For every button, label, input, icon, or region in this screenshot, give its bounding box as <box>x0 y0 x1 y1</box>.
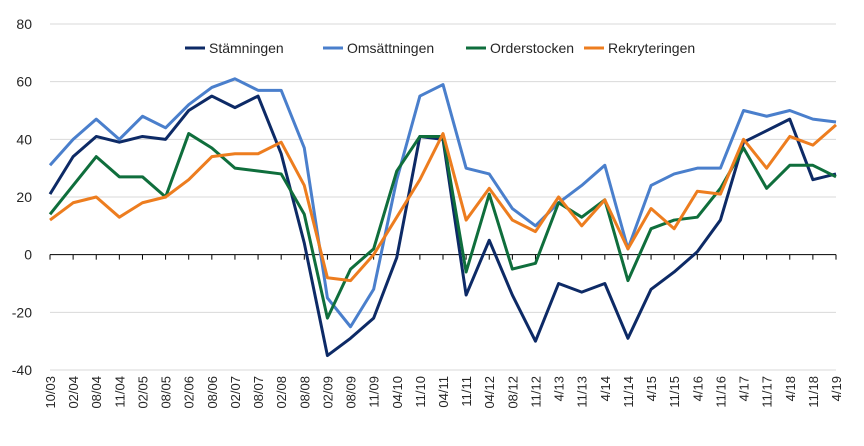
x-tick-label: 08/12 <box>505 376 520 409</box>
series-line-rekryteringen <box>49 123 837 283</box>
legend-label: Orderstocken <box>490 40 574 56</box>
x-tick-label: 08/04 <box>89 376 104 409</box>
x-tick-label: 11/16 <box>713 376 728 408</box>
x-tick-label: 4/14 <box>598 376 613 401</box>
y-tick-label: 0 <box>24 247 32 263</box>
x-tick-label: 4/18 <box>783 376 798 401</box>
x-tick-label: 02/05 <box>135 376 150 409</box>
x-tick-label: 11/09 <box>367 376 382 408</box>
x-tick-label: 08/09 <box>344 376 359 409</box>
x-tick-label: 4/15 <box>644 376 659 401</box>
x-tick-label: 08/05 <box>159 376 174 409</box>
x-tick-label: 02/04 <box>66 376 81 409</box>
y-tick-label: 40 <box>16 131 32 147</box>
x-tick-label: 04/12 <box>482 376 497 409</box>
legend-label: Stämningen <box>209 40 284 56</box>
x-tick-label: 02/08 <box>274 376 289 409</box>
x-tick-label: 08/07 <box>251 376 266 409</box>
y-tick-label: -20 <box>12 304 32 320</box>
y-tick-label: 60 <box>16 74 32 90</box>
x-tick-label: 04/11 <box>436 376 451 408</box>
x-tick-label: 04/10 <box>390 376 405 409</box>
x-tick-label: 4/19 <box>829 376 844 401</box>
series-line-omsättningen <box>48 77 837 329</box>
x-tick-label: 11/04 <box>112 376 127 408</box>
x-tick-label: 08/08 <box>297 376 312 409</box>
x-tick-label: 02/07 <box>228 376 243 409</box>
legend-label: Rekryteringen <box>608 40 695 56</box>
legend-label: Omsättningen <box>347 40 434 56</box>
x-tick-label: 4/16 <box>690 376 705 401</box>
x-tick-label: 4/13 <box>552 376 567 401</box>
x-tick-label: 11/13 <box>575 376 590 408</box>
x-tick-label: 11/17 <box>760 376 775 408</box>
y-tick-label: 20 <box>16 189 32 205</box>
x-tick-label: 11/12 <box>528 376 543 408</box>
x-tick-label: 11/10 <box>413 376 428 408</box>
x-tick-label: 10/03 <box>43 376 58 409</box>
y-tick-label: 80 <box>16 16 32 32</box>
y-tick-label: -40 <box>12 362 32 378</box>
x-tick-label: 02/09 <box>320 376 335 409</box>
series-line-orderstocken <box>48 132 837 320</box>
x-tick-label: 11/15 <box>667 376 682 408</box>
x-tick-label: 11/18 <box>806 376 821 408</box>
x-tick-label: 02/06 <box>182 376 197 409</box>
x-tick-label: 11/14 <box>621 376 636 408</box>
x-tick-label: 11/11 <box>459 376 474 407</box>
x-tick-label: 4/17 <box>737 376 752 401</box>
x-tick-label: 08/06 <box>205 376 220 409</box>
